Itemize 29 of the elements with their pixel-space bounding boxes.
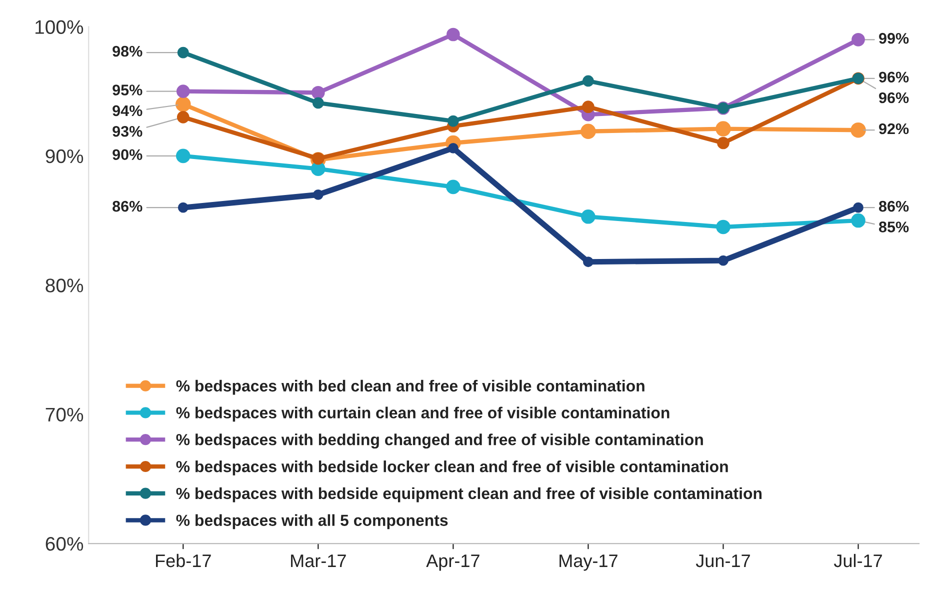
x-tick-label: Apr-17 bbox=[426, 554, 480, 571]
x-tick-label: Mar-17 bbox=[291, 554, 346, 568]
data-label: 90% bbox=[112, 149, 142, 160]
legend-label: % bedspaces with bedside equipment clean and free of visible contamination bbox=[176, 487, 762, 502]
data-label: 85% bbox=[878, 222, 909, 232]
x-tick-label: May-17 bbox=[560, 554, 618, 571]
data-label: 93% bbox=[112, 126, 142, 137]
legend-label: % bedspaces with curtain clean and free of visible contamination bbox=[176, 406, 670, 422]
y-tick-label: 80% bbox=[46, 278, 84, 292]
legend-label: % bedspaces with bed clean and free of visible contamination bbox=[176, 380, 644, 395]
y-tick-label: 60% bbox=[46, 536, 84, 551]
legend-label: % bedspaces with bedside locker clean and free of visible contamination bbox=[176, 460, 728, 476]
data-label: 99% bbox=[879, 32, 909, 44]
y-tick-label: 100% bbox=[36, 20, 84, 34]
x-tick-label: Feb-17 bbox=[156, 554, 211, 568]
data-label: 96% bbox=[879, 72, 909, 83]
y-tick-label: 70% bbox=[46, 408, 84, 422]
x-tick-label: Jul-17 bbox=[834, 554, 882, 568]
data-label: 95% bbox=[112, 84, 142, 96]
data-label: 96% bbox=[879, 92, 909, 104]
data-label: 94% bbox=[112, 105, 142, 116]
data-label: 86% bbox=[112, 200, 142, 212]
y-tick-label: 90% bbox=[46, 149, 84, 164]
legend-label: % bedspaces with all 5 components bbox=[176, 514, 448, 530]
legend-label: % bedspaces with bedding changed and free of visible contamination bbox=[176, 434, 703, 449]
data-label: 98% bbox=[112, 46, 142, 57]
data-label: 92% bbox=[879, 123, 909, 134]
data-label: 86% bbox=[878, 200, 909, 212]
x-tick-label: Jun-17 bbox=[696, 554, 750, 568]
